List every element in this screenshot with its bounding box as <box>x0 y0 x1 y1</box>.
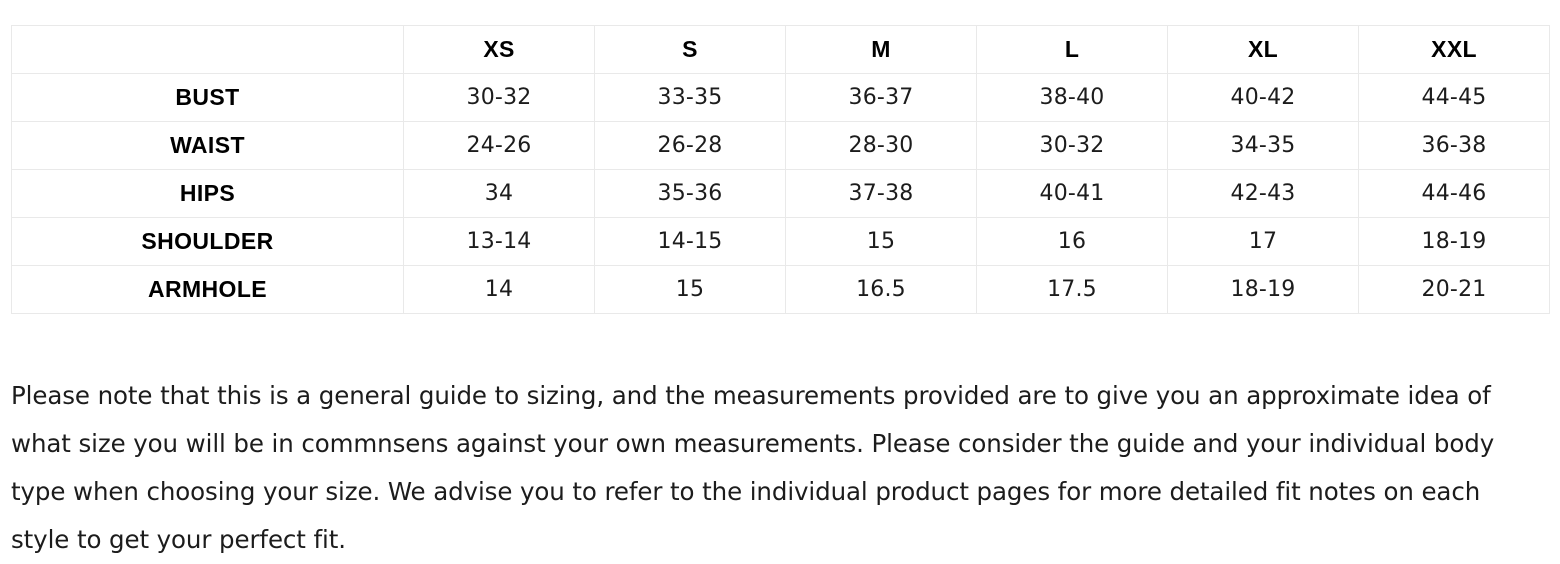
cell-waist-xs: 24-26 <box>403 121 595 170</box>
table-row: WAIST 24-26 26-28 28-30 30-32 34-35 36-3… <box>11 121 1550 170</box>
cell-shoulder-xxl: 18-19 <box>1358 217 1550 266</box>
cell-hips-m: 37-38 <box>785 169 977 218</box>
cell-waist-xl: 34-35 <box>1167 121 1359 170</box>
cell-bust-xl: 40-42 <box>1167 73 1359 122</box>
size-header-row: XS S M L XL XXL <box>11 25 1550 74</box>
size-column-header-m: M <box>785 25 977 74</box>
size-column-header-s: S <box>594 25 786 74</box>
cell-shoulder-l: 16 <box>976 217 1168 266</box>
row-label-waist: WAIST <box>11 121 404 170</box>
cell-waist-l: 30-32 <box>976 121 1168 170</box>
cell-hips-s: 35-36 <box>594 169 786 218</box>
row-label-armhole: ARMHOLE <box>11 265 404 314</box>
row-label-bust: BUST <box>11 73 404 122</box>
size-chart-body: BUST 30-32 33-35 36-37 38-40 40-42 44-45… <box>11 73 1550 314</box>
table-row: SHOULDER 13-14 14-15 15 16 17 18-19 <box>11 217 1550 266</box>
cell-hips-xs: 34 <box>403 169 595 218</box>
cell-shoulder-xl: 17 <box>1167 217 1359 266</box>
row-label-shoulder: SHOULDER <box>11 217 404 266</box>
size-chart-container: XS S M L XL XXL BUST 30-32 33-35 36-37 3… <box>11 25 1550 314</box>
row-label-hips: HIPS <box>11 169 404 218</box>
cell-armhole-s: 15 <box>594 265 786 314</box>
cell-hips-xl: 42-43 <box>1167 169 1359 218</box>
size-chart-table: XS S M L XL XXL BUST 30-32 33-35 36-37 3… <box>11 25 1550 314</box>
cell-bust-s: 33-35 <box>594 73 786 122</box>
cell-hips-l: 40-41 <box>976 169 1168 218</box>
cell-bust-m: 36-37 <box>785 73 977 122</box>
size-column-header-xl: XL <box>1167 25 1359 74</box>
cell-armhole-l: 17.5 <box>976 265 1168 314</box>
cell-armhole-m: 16.5 <box>785 265 977 314</box>
size-column-header-xs: XS <box>403 25 595 74</box>
table-row: BUST 30-32 33-35 36-37 38-40 40-42 44-45 <box>11 73 1550 122</box>
size-column-header-l: L <box>976 25 1168 74</box>
cell-waist-m: 28-30 <box>785 121 977 170</box>
cell-hips-xxl: 44-46 <box>1358 169 1550 218</box>
cell-bust-xxl: 44-45 <box>1358 73 1550 122</box>
cell-armhole-xxl: 20-21 <box>1358 265 1550 314</box>
size-chart-head: XS S M L XL XXL <box>11 25 1550 74</box>
cell-shoulder-s: 14-15 <box>594 217 786 266</box>
cell-shoulder-m: 15 <box>785 217 977 266</box>
sizing-note-text: Please note that this is a general guide… <box>11 380 1502 554</box>
cell-shoulder-xs: 13-14 <box>403 217 595 266</box>
cell-waist-xxl: 36-38 <box>1358 121 1550 170</box>
size-column-header-xxl: XXL <box>1358 25 1550 74</box>
cell-armhole-xl: 18-19 <box>1167 265 1359 314</box>
cell-bust-xs: 30-32 <box>403 73 595 122</box>
cell-armhole-xs: 14 <box>403 265 595 314</box>
cell-waist-s: 26-28 <box>594 121 786 170</box>
corner-cell <box>11 25 404 74</box>
table-row: ARMHOLE 14 15 16.5 17.5 18-19 20-21 <box>11 265 1550 314</box>
cell-bust-l: 38-40 <box>976 73 1168 122</box>
table-row: HIPS 34 35-36 37-38 40-41 42-43 44-46 <box>11 169 1550 218</box>
